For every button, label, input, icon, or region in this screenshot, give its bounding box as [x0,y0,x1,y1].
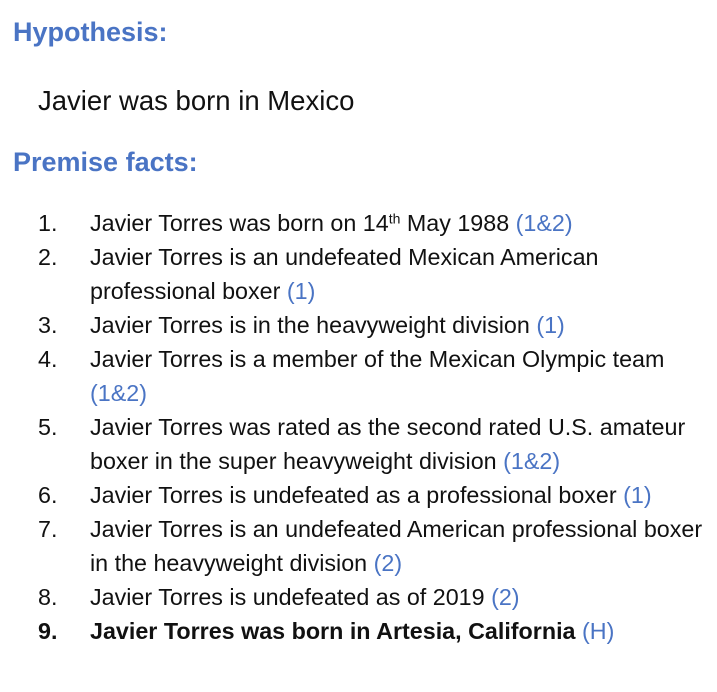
fact-text: Javier Torres is undefeated as a profess… [90,482,617,508]
premise-fact-5: 5. Javier Torres was rated as the second… [0,410,717,478]
premise-fact-9: 9. Javier Torres was born in Artesia, Ca… [0,614,717,648]
fact-text: Javier Torres was born in Artesia, Calif… [90,618,576,644]
fact-source: (1) [623,482,652,508]
hypothesis-text: Javier was born in Mexico [38,85,355,116]
fact-text: Javier Torres is an undefeated American … [90,516,703,576]
fact-text: Javier Torres is a member of the Mexican… [90,346,665,372]
premise-facts-heading: Premise facts: [13,147,198,177]
fact-number: 8. [38,584,58,610]
premise-fact-4: 4. Javier Torres is a member of the Mexi… [0,342,717,410]
fact-number: 3. [38,312,58,338]
fact-source: (1&2) [90,380,147,406]
premise-fact-1: 1. Javier Torres was born on 14th May 19… [0,206,717,240]
fact-source: (1) [286,278,316,304]
premise-fact-8: 8. Javier Torres is undefeated as of 201… [0,580,717,614]
fact-source: (H) [582,618,615,644]
premise-facts-list: 1. Javier Torres was born on 14th May 19… [0,206,717,648]
fact-text: Javier Torres was rated as the second ra… [90,414,686,474]
fact-source: (1) [536,312,565,338]
fact-number: 6. [38,482,58,508]
fact-text: Javier Torres is an undefeated Mexican A… [90,244,599,304]
fact-number: 4. [38,346,58,372]
fact-number: 2. [38,244,58,270]
fact-source: (1&2) [515,210,573,236]
fact-text: Javier Torres is in the heavyweight divi… [90,312,530,338]
fact-source: (2) [491,584,520,610]
premise-fact-2: 2. Javier Torres is an undefeated Mexica… [0,240,717,308]
fact-source: (1&2) [503,448,561,474]
premise-fact-3: 3. Javier Torres is in the heavyweight d… [0,308,717,342]
premise-fact-7: 7. Javier Torres is an undefeated Americ… [0,512,717,580]
fact-source: (2) [373,550,403,576]
fact-text-continued: May 1988 [400,210,510,236]
fact-text: Javier Torres is undefeated as of 2019 [90,584,485,610]
fact-number: 7. [38,516,58,542]
fact-number: 5. [38,414,58,440]
fact-number: 1. [38,210,58,236]
fact-text: Javier Torres was born on 14 [90,210,389,236]
premise-fact-6: 6. Javier Torres is undefeated as a prof… [0,478,717,512]
fact-number: 9. [38,618,58,644]
hypothesis-heading: Hypothesis: [13,17,168,47]
fact-superscript: th [388,210,401,227]
